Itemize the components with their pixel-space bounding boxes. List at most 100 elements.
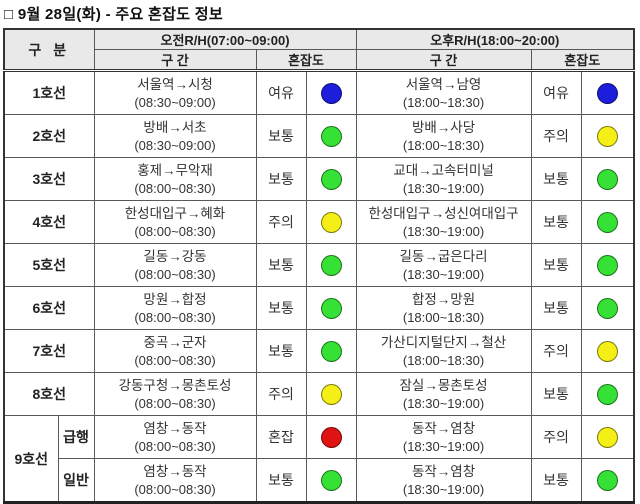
pm-section-cell: 방배→사당 (18:00~18:30) xyxy=(355,114,532,158)
pm-route: 한성대입구→성신여대입구 xyxy=(368,205,519,221)
pm-section-cell: 가산디지털단지→철산 (18:00~18:30) xyxy=(355,329,532,373)
am-time: (08:00~08:30) xyxy=(134,309,216,325)
am-indicator-cell xyxy=(305,286,357,330)
pm-time: (18:30~19:00) xyxy=(402,223,485,239)
am-route: 홍제→무악재 xyxy=(137,162,213,178)
am-route: 중곡→군자 xyxy=(143,334,207,350)
am-level-label: 혼잡 xyxy=(255,415,307,459)
am-section-cell: 강동구청→몽촌토성 (08:00~08:30) xyxy=(93,372,257,416)
am-route: 한성대입구→혜화 xyxy=(124,205,226,221)
pm-route: 길동→굽은다리 xyxy=(399,248,488,264)
pm-level-label: 주의 xyxy=(530,114,582,158)
pm-indicator-cell xyxy=(580,415,635,459)
congestion-circle xyxy=(596,426,618,448)
pm-level-label: 보통 xyxy=(530,200,582,244)
am-indicator-cell xyxy=(305,458,357,503)
pm-level-label: 보통 xyxy=(530,243,582,287)
pm-indicator-cell xyxy=(580,114,635,158)
am-indicator-cell xyxy=(305,157,357,201)
congestion-circle xyxy=(320,168,342,190)
am-indicator-cell xyxy=(305,114,357,158)
table-row-line7: 7호선 중곡→군자 (08:00~08:30) 보통 가산디지털단지→철산 (1… xyxy=(3,329,635,373)
pm-time: (18:30~19:00) xyxy=(402,395,485,411)
line-label: 2호선 xyxy=(3,114,95,158)
header-am-congestion: 혼잡도 xyxy=(255,49,357,72)
table-row-line8: 8호선 강동구청→몽촌토성 (08:00~08:30) 주의 잠실→몽촌토성 (… xyxy=(3,372,635,416)
pm-time: (18:00~18:30) xyxy=(402,352,485,368)
pm-route: 동작→염창 xyxy=(411,420,476,436)
pm-time: (18:00~18:30) xyxy=(402,94,485,110)
am-route: 염창→동작 xyxy=(143,463,207,479)
am-section-cell: 중곡→군자 (08:00~08:30) xyxy=(93,329,257,373)
congestion-circle xyxy=(320,340,342,362)
pm-section-cell: 동작→염창 (18:30~19:00) xyxy=(355,415,532,459)
am-time: (08:00~08:30) xyxy=(134,481,216,497)
table-row-line4: 4호선 한성대입구→혜화 (08:00~08:30) 주의 한성대입구→성신여대… xyxy=(3,200,635,244)
am-indicator-cell xyxy=(305,200,357,244)
pm-indicator-cell xyxy=(580,70,635,115)
am-section-cell: 염창→동작 (08:00~08:30) xyxy=(93,415,257,459)
line-label: 6호선 xyxy=(3,286,95,330)
am-time: (08:00~08:30) xyxy=(134,180,216,196)
am-level-label: 보통 xyxy=(255,157,307,201)
am-route: 방배→서초 xyxy=(143,119,207,135)
table-body: 1호선 서울역→시청 (08:30~09:00) 여유 서울역→남영 (18:0… xyxy=(3,70,635,503)
line-label: 8호선 xyxy=(3,372,95,416)
line-sub-label: 일반 xyxy=(57,458,95,503)
pm-indicator-cell xyxy=(580,200,635,244)
congestion-circle xyxy=(320,383,342,405)
pm-route: 합정→망원 xyxy=(411,291,476,307)
am-route: 망원→합정 xyxy=(143,291,207,307)
pm-level-label: 여유 xyxy=(530,70,582,115)
am-section-cell: 서울역→시청 (08:30~09:00) xyxy=(93,70,257,115)
header-pm-rush: 오후R/H(18:00~20:00) xyxy=(355,28,635,50)
pm-level-label: 보통 xyxy=(530,372,582,416)
congestion-circle xyxy=(596,297,618,319)
pm-time: (18:00~18:30) xyxy=(402,309,485,325)
table-row-line9-regular: 일반 염창→동작 (08:00~08:30) 보통 동작→염창 (18:30~1… xyxy=(4,458,635,503)
header-pm-section: 구 간 xyxy=(355,49,532,72)
table-row-line3: 3호선 홍제→무악재 (08:00~08:30) 보통 교대→고속터미널 (18… xyxy=(3,157,635,201)
table-row-line5: 5호선 길동→강동 (08:00~08:30) 보통 길동→굽은다리 (18:3… xyxy=(3,243,635,287)
line-label: 4호선 xyxy=(3,200,95,244)
header-am-rush: 오전R/H(07:00~09:00) xyxy=(93,28,357,50)
table-row-line1: 1호선 서울역→시청 (08:30~09:00) 여유 서울역→남영 (18:0… xyxy=(3,70,635,115)
pm-route: 서울역→남영 xyxy=(405,76,482,92)
congestion-circle xyxy=(596,383,618,405)
pm-indicator-cell xyxy=(580,458,635,503)
table-row-line2: 2호선 방배→서초 (08:30~09:00) 보통 방배→사당 (18:00~… xyxy=(3,114,635,158)
pm-time: (18:30~19:00) xyxy=(402,266,485,282)
pm-section-cell: 합정→망원 (18:00~18:30) xyxy=(355,286,532,330)
am-time: (08:00~08:30) xyxy=(134,395,216,411)
am-level-label: 보통 xyxy=(255,329,307,373)
page-title: □ 9월 28일(화) - 주요 혼잡도 정보 xyxy=(4,6,223,23)
line-label: 9호선 xyxy=(3,415,59,503)
congestion-circle xyxy=(320,254,342,276)
table-header: 구 분 오전R/H(07:00~09:00) 오후R/H(18:00~20:00… xyxy=(3,28,635,72)
am-route: 길동→강동 xyxy=(143,248,207,264)
am-level-label: 보통 xyxy=(255,286,307,330)
header-pm-congestion: 혼잡도 xyxy=(530,49,635,72)
pm-section-cell: 길동→굽은다리 (18:30~19:00) xyxy=(355,243,532,287)
am-indicator-cell xyxy=(305,329,357,373)
am-section-cell: 망원→합정 (08:00~08:30) xyxy=(93,286,257,330)
pm-time: (18:30~19:00) xyxy=(402,481,485,497)
pm-route: 가산디지털단지→철산 xyxy=(380,334,507,350)
am-indicator-cell xyxy=(305,372,357,416)
am-time: (08:00~08:30) xyxy=(134,352,216,368)
line-label: 1호선 xyxy=(3,70,95,115)
header-category: 구 분 xyxy=(3,28,95,72)
pm-level-label: 주의 xyxy=(530,329,582,373)
pm-indicator-cell xyxy=(580,372,635,416)
congestion-circle xyxy=(320,469,342,491)
am-level-label: 보통 xyxy=(255,243,307,287)
congestion-circle xyxy=(596,168,618,190)
line-label: 7호선 xyxy=(3,329,95,373)
am-section-cell: 방배→서초 (08:30~09:00) xyxy=(93,114,257,158)
am-time: (08:00~08:30) xyxy=(134,438,216,454)
am-time: (08:00~08:30) xyxy=(134,266,216,282)
pm-route: 교대→고속터미널 xyxy=(393,162,494,178)
am-section-cell: 홍제→무악재 (08:00~08:30) xyxy=(93,157,257,201)
congestion-circle xyxy=(320,211,342,233)
pm-section-cell: 동작→염창 (18:30~19:00) xyxy=(355,458,532,503)
